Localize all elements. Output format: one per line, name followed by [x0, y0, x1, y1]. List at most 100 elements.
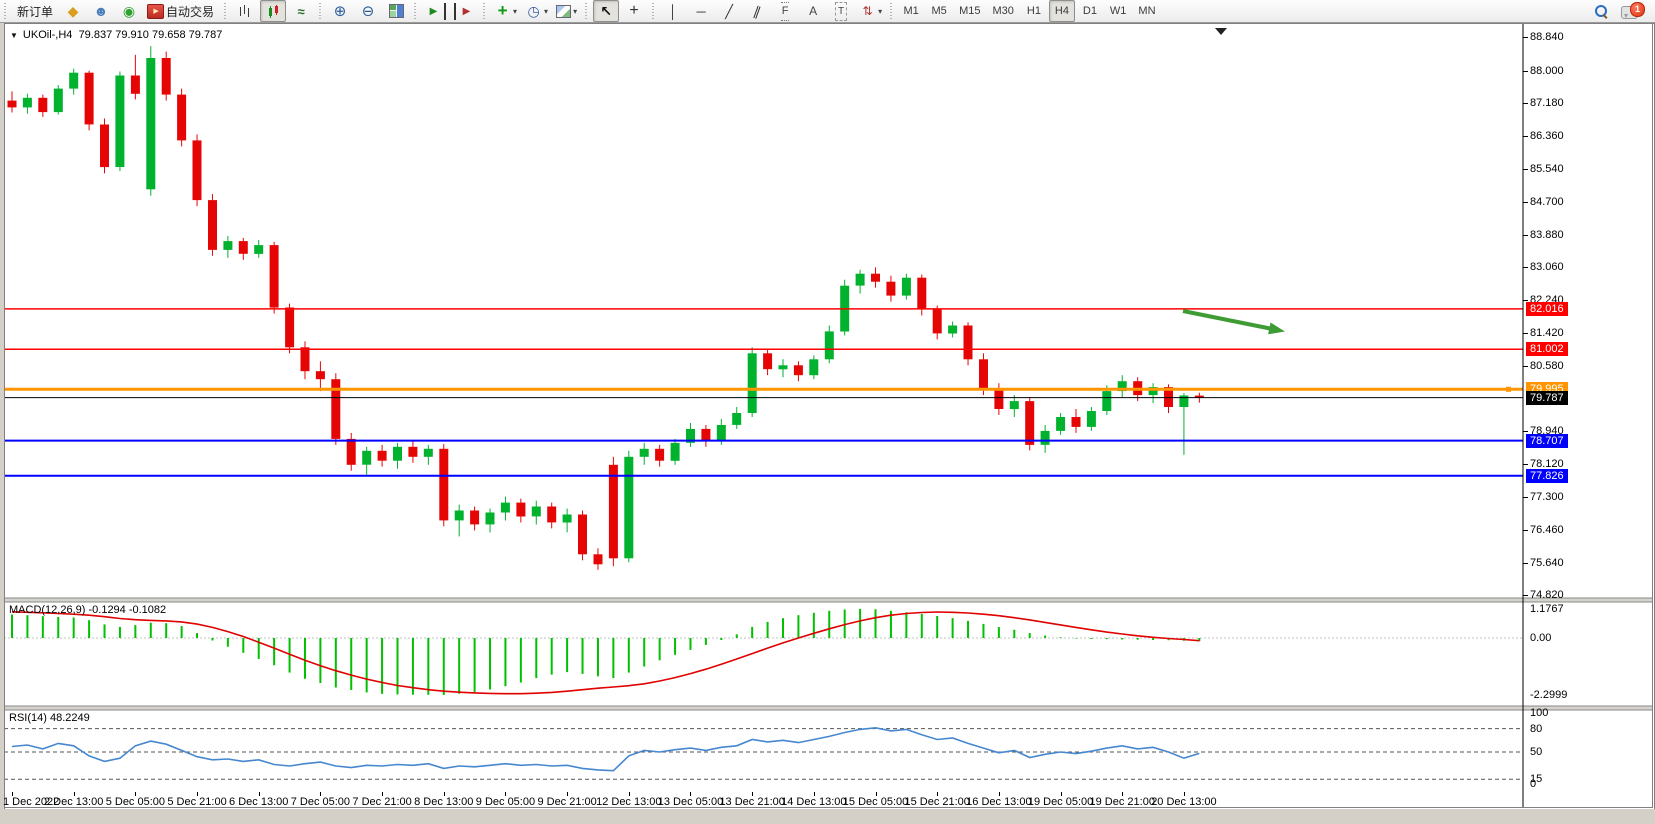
rsi-axis-label[interactable]: 15 [1530, 773, 1543, 786]
price-tick [1523, 267, 1528, 269]
price-tick-label[interactable]: 74.820 [1530, 589, 1564, 602]
rsi-name: RSI(14) [9, 712, 47, 724]
time-axis-label[interactable]: 13 Dec 05:00 [657, 796, 724, 808]
price-tick [1523, 463, 1528, 465]
tf-d1-button[interactable]: D1 [1077, 0, 1103, 22]
chat-button[interactable]: 1 [1616, 0, 1648, 23]
new-order-button[interactable]: 新订单 [12, 0, 58, 22]
macd-axis-label[interactable]: 1.1767 [1530, 602, 1564, 615]
chart-ohlc-values: 79.837 79.910 79.658 79.787 [78, 29, 223, 41]
rsi-axis-label[interactable]: 0 [1530, 778, 1537, 790]
time-tick [567, 792, 569, 796]
price-tick-label[interactable]: 83.060 [1530, 261, 1564, 274]
time-axis-label[interactable]: 16 Dec 13:00 [966, 796, 1032, 808]
tf-h4-button[interactable]: H4 [1048, 0, 1075, 22]
panel-separators[interactable] [4, 597, 1653, 711]
price-tick-label[interactable]: 76.460 [1530, 524, 1564, 537]
tile-windows-button[interactable] [383, 0, 409, 22]
tf-mn-button[interactable]: MN [1133, 0, 1160, 22]
macd-axis-label[interactable]: 0.00 [1530, 632, 1552, 644]
time-axis-label[interactable]: 6 Dec 13:00 [229, 796, 289, 808]
autotrading-button[interactable]: 自动交易 [144, 0, 219, 22]
cursor-button[interactable] [593, 0, 620, 22]
time-axis-label[interactable]: 1 Dec 2022 [3, 796, 60, 808]
time-axis-label[interactable]: 19 Dec 21:00 [1089, 796, 1155, 808]
arrow-annotation[interactable] [1182, 309, 1285, 335]
candles-chart-button[interactable] [260, 0, 287, 22]
rsi-level-lines [4, 728, 1523, 780]
arrows-button[interactable]: ▾ [856, 0, 885, 22]
toolbar-grip [482, 3, 488, 19]
time-axis-label[interactable]: 2 Dec 13:00 [44, 796, 104, 808]
price-tick-label[interactable]: 87.180 [1530, 97, 1564, 110]
time-axis-label[interactable]: 14 Dec 13:00 [781, 796, 847, 808]
time-axis-label[interactable]: 20 Dec 13:00 [1151, 796, 1217, 808]
price-tick-label[interactable]: 77.300 [1530, 490, 1564, 503]
toolbar: 新订单 自动交易 ▾ ▾ ▾ ▾ M1 M5 M15 M30 H1 H4 D1 W1 MN 1 [0, 0, 1655, 23]
price-tick-label[interactable]: 88.000 [1530, 64, 1564, 77]
tf-m30-button[interactable]: M30 [988, 0, 1019, 22]
time-tick [690, 792, 692, 796]
indicators-button[interactable]: ▾ [491, 0, 520, 22]
macd-axis-label[interactable]: -2.2999 [1530, 688, 1568, 701]
templates-button[interactable]: ▾ [553, 0, 580, 22]
indicators-dropdown-icon[interactable]: ▾ [513, 6, 518, 16]
price-tick-label[interactable]: 75.640 [1530, 556, 1564, 569]
rsi-axis-label[interactable]: 50 [1530, 746, 1543, 758]
toolbar-right: 1 [1587, 0, 1649, 23]
time-axis-label[interactable]: 7 Dec 05:00 [290, 796, 351, 808]
auto-scroll-button[interactable] [422, 0, 449, 22]
horizontal-lines[interactable] [4, 308, 1523, 477]
price-tick-label[interactable]: 86.360 [1530, 130, 1564, 142]
arrows-dropdown-icon[interactable]: ▾ [878, 6, 883, 16]
toolbar-group: ▾ ▾ ▾ [490, 0, 581, 22]
time-axis-label[interactable]: 15 Dec 05:00 [842, 796, 909, 808]
price-tick [1523, 299, 1528, 301]
price-tick [1523, 562, 1528, 564]
periods-dropdown-icon[interactable]: ▾ [544, 6, 549, 16]
tf-h1-button[interactable]: H1 [1021, 0, 1047, 22]
price-tick [1523, 136, 1528, 137]
bars-chart-button[interactable] [232, 0, 258, 22]
tf-m15-button[interactable]: M15 [954, 0, 985, 22]
tf-m5-button[interactable]: M5 [926, 0, 952, 22]
chart-shift-marker[interactable] [1215, 28, 1227, 35]
price-tick-label[interactable]: 84.700 [1530, 196, 1564, 209]
macd-signal-line [11, 611, 1200, 695]
chart-shift-button[interactable] [451, 0, 478, 22]
rsi-axis-label[interactable]: 80 [1530, 722, 1543, 735]
time-axis-label[interactable]: 9 Dec 05:00 [475, 796, 536, 808]
periods-button[interactable]: ▾ [522, 0, 551, 22]
time-axis-label[interactable]: 5 Dec 05:00 [105, 796, 166, 808]
rsi-axis-label[interactable]: 100 [1530, 707, 1549, 719]
toolbar-grip [584, 3, 590, 19]
price-tick-label[interactable]: 81.420 [1530, 326, 1564, 339]
price-tick-label[interactable]: 85.540 [1530, 162, 1564, 175]
time-axis-label[interactable]: 8 Dec 13:00 [414, 796, 474, 808]
search-icon [1593, 3, 1609, 19]
chart-window[interactable] [4, 23, 1655, 810]
tf-w1-button[interactable]: W1 [1105, 0, 1132, 22]
time-axis-label[interactable]: 9 Dec 21:00 [537, 796, 597, 808]
time-tick [875, 792, 877, 796]
price-line-badge: 82.016 [1526, 301, 1568, 316]
templates-dropdown-icon[interactable]: ▾ [573, 6, 578, 16]
time-tick [1060, 792, 1062, 796]
price-tick [1523, 431, 1528, 433]
price-tick-label[interactable]: 78.120 [1530, 457, 1564, 470]
price-tick-label[interactable]: 80.580 [1530, 360, 1564, 373]
tf-m1-button[interactable]: M1 [898, 0, 924, 22]
price-tick [1523, 332, 1528, 334]
time-axis-label[interactable]: 12 Dec 13:00 [596, 796, 662, 808]
time-axis-label[interactable]: 19 Dec 05:00 [1027, 796, 1094, 808]
time-axis-label[interactable]: 15 Dec 21:00 [904, 796, 970, 808]
time-axis-label[interactable]: 5 Dec 21:00 [167, 796, 227, 808]
chart-title: ▼ UKOil-,H4 79.837 79.910 79.658 79.787 [10, 29, 222, 41]
search-button[interactable] [1588, 0, 1614, 22]
price-tick-label[interactable]: 83.880 [1530, 228, 1564, 241]
chart-menu-triangle-icon[interactable]: ▼ [10, 31, 18, 40]
price-tick-label[interactable]: 88.840 [1530, 31, 1564, 44]
time-axis-label[interactable]: 7 Dec 21:00 [352, 796, 412, 808]
time-axis-label[interactable]: 13 Dec 21:00 [719, 796, 785, 808]
